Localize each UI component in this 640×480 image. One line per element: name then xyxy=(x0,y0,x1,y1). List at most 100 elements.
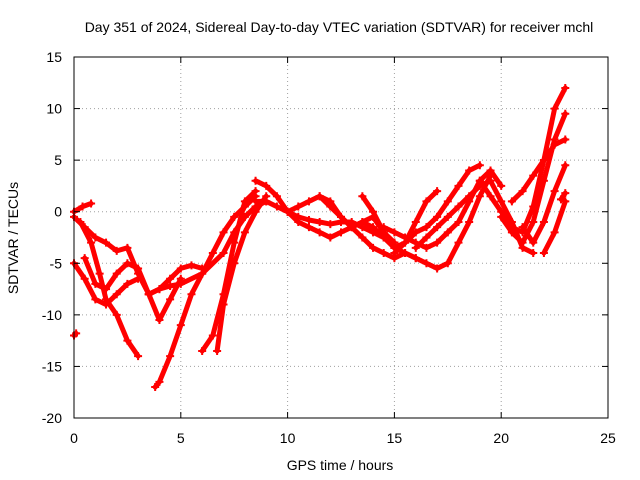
data-point xyxy=(272,202,281,211)
data-point xyxy=(144,290,153,299)
data-point xyxy=(123,336,132,345)
data-point xyxy=(155,316,164,325)
x-axis-label: GPS time / hours xyxy=(287,457,394,473)
series-track-24 xyxy=(557,189,570,204)
series-track-21 xyxy=(518,161,570,247)
data-point xyxy=(411,243,420,252)
x-tick-label: 25 xyxy=(600,430,616,446)
data-series xyxy=(70,83,570,392)
data-point xyxy=(486,192,495,201)
data-point xyxy=(529,171,538,180)
series-track-4 xyxy=(76,218,143,361)
data-point xyxy=(230,259,239,268)
data-point xyxy=(454,181,463,190)
data-point xyxy=(465,218,474,227)
data-point xyxy=(166,352,175,361)
data-point xyxy=(123,243,132,252)
y-axis-label: SDTVAR / TECUs xyxy=(5,182,21,294)
data-point xyxy=(422,259,431,268)
data-point xyxy=(475,161,484,170)
series-line xyxy=(214,193,269,354)
data-point xyxy=(91,233,100,242)
data-point xyxy=(123,259,132,268)
data-point xyxy=(134,264,143,273)
data-point xyxy=(433,264,442,273)
data-point xyxy=(550,140,559,149)
data-point xyxy=(87,199,96,208)
data-point xyxy=(112,290,121,299)
data-point xyxy=(251,207,260,216)
data-point xyxy=(112,269,121,278)
data-point xyxy=(230,238,239,247)
data-point xyxy=(326,202,335,211)
data-point xyxy=(539,248,548,257)
data-point xyxy=(401,238,410,247)
data-point xyxy=(187,290,196,299)
data-point xyxy=(326,220,335,229)
data-point xyxy=(475,176,484,185)
y-tick-label: -10 xyxy=(42,307,62,323)
series-track-7 xyxy=(151,192,260,392)
x-tick-label: 5 xyxy=(177,430,185,446)
data-point xyxy=(561,83,570,92)
y-tick-label: 5 xyxy=(54,152,62,168)
axis-ticks: 0 5 10 15 20 25 15 10 5 0 -5 -10 -15 -20 xyxy=(42,49,616,446)
data-point xyxy=(454,202,463,211)
data-point xyxy=(176,279,185,288)
data-point xyxy=(155,377,164,386)
series-track-23 xyxy=(70,329,81,340)
data-point xyxy=(475,192,484,201)
data-point xyxy=(561,109,570,118)
data-point xyxy=(230,212,239,221)
data-point xyxy=(433,223,442,232)
series-track-16 xyxy=(390,161,484,257)
data-point xyxy=(561,197,570,206)
data-point xyxy=(433,187,442,196)
data-point xyxy=(294,202,303,211)
data-point xyxy=(78,202,87,211)
plot-frame xyxy=(73,56,609,419)
data-point xyxy=(539,156,548,165)
data-point xyxy=(283,207,292,216)
data-point xyxy=(507,228,516,237)
data-point xyxy=(518,223,527,232)
data-point xyxy=(102,295,111,304)
data-point xyxy=(304,223,313,232)
data-point xyxy=(315,192,324,201)
data-point xyxy=(529,248,538,257)
series-line xyxy=(82,255,184,323)
data-point xyxy=(518,238,527,247)
series-track-9 xyxy=(213,192,271,355)
y-tick-label: -15 xyxy=(42,358,62,374)
data-point xyxy=(358,218,367,227)
series-track-8 xyxy=(198,187,260,355)
data-point xyxy=(72,329,81,338)
data-point xyxy=(166,281,175,290)
data-point xyxy=(529,238,538,247)
data-point xyxy=(443,228,452,237)
data-point xyxy=(422,197,431,206)
data-point xyxy=(443,259,452,268)
data-point xyxy=(443,212,452,221)
data-point xyxy=(95,269,104,278)
data-point xyxy=(262,181,271,190)
series-track-13 xyxy=(315,171,495,273)
data-point xyxy=(561,135,570,144)
data-point xyxy=(251,197,260,206)
data-point xyxy=(251,176,260,185)
data-point xyxy=(557,195,566,204)
chart-title: Day 351 of 2024, Sidereal Day-to-day VTE… xyxy=(85,19,594,35)
y-tick-label: -5 xyxy=(50,255,63,271)
data-point xyxy=(486,176,495,185)
data-point xyxy=(134,352,143,361)
data-point xyxy=(102,238,111,247)
data-point xyxy=(80,274,89,283)
data-point xyxy=(486,166,495,175)
data-point xyxy=(390,248,399,257)
data-point xyxy=(240,228,249,237)
series-track-19 xyxy=(497,109,570,247)
series-line xyxy=(146,198,269,297)
data-point xyxy=(240,197,249,206)
data-point xyxy=(550,187,559,196)
